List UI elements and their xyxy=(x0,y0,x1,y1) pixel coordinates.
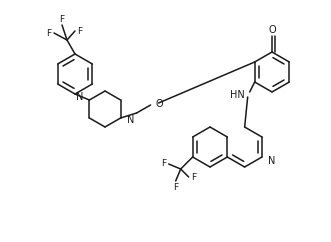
Text: O: O xyxy=(268,25,276,35)
Text: O: O xyxy=(156,99,163,109)
Text: HN: HN xyxy=(230,90,245,100)
Text: N: N xyxy=(126,115,134,125)
Text: F: F xyxy=(161,159,166,168)
Text: N: N xyxy=(268,156,275,166)
Text: F: F xyxy=(77,27,82,36)
Text: F: F xyxy=(191,173,196,182)
Text: F: F xyxy=(173,182,178,191)
Text: F: F xyxy=(60,15,65,23)
Text: N: N xyxy=(76,92,83,102)
Text: F: F xyxy=(46,29,52,38)
